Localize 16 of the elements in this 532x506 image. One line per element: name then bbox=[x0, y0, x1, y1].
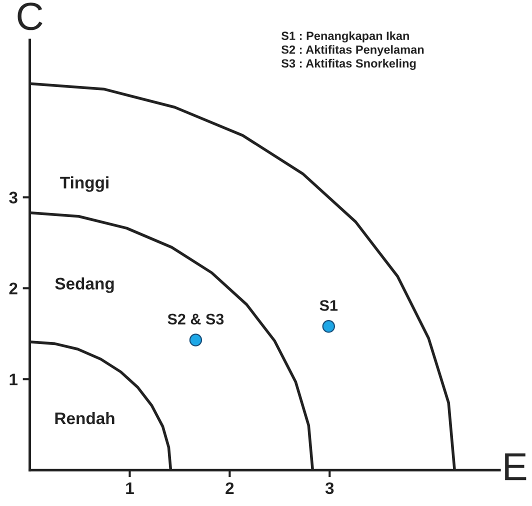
series-label: S2 & S3 bbox=[168, 314, 224, 325]
annotation: S3 : Aktifitas Snorkeling bbox=[281, 58, 416, 70]
annotation: Sedang bbox=[55, 277, 114, 293]
y-tick-label: 2 bbox=[9, 282, 18, 294]
annotation: S1 : Penangkapan Ikan bbox=[281, 31, 409, 42]
series-label: S1 bbox=[320, 300, 338, 311]
x-tick-label: 3 bbox=[325, 482, 334, 494]
x-tick-label: 1 bbox=[126, 482, 134, 494]
x-axis-title: E bbox=[505, 453, 526, 480]
annotation: S2 : Aktifitas Penyelaman bbox=[281, 45, 424, 56]
y-axis-title: C bbox=[18, 2, 42, 30]
annotation: Tinggi bbox=[60, 176, 108, 192]
y-tick-label: 1 bbox=[10, 374, 18, 386]
annotation: Rendah bbox=[55, 412, 114, 424]
x-tick-label: 2 bbox=[226, 482, 234, 494]
y-tick-label: 3 bbox=[9, 192, 18, 204]
